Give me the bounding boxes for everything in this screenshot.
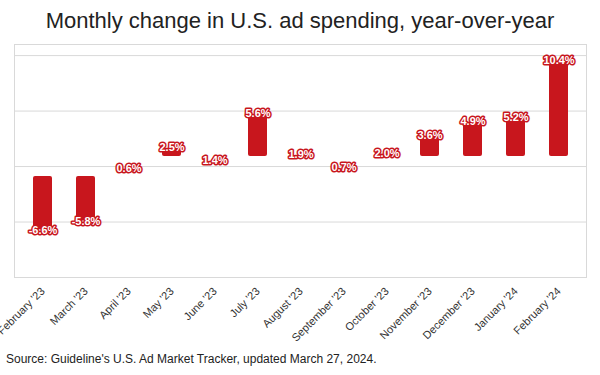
- svg-text:1.9%: 1.9%: [288, 148, 313, 160]
- svg-text:0.7%: 0.7%: [331, 161, 356, 173]
- svg-text:April '23: April '23: [97, 285, 133, 321]
- svg-text:September '23: September '23: [289, 285, 348, 344]
- svg-text:November '23: November '23: [377, 284, 434, 342]
- svg-text:May '23: May '23: [140, 285, 175, 320]
- svg-text:5.2%: 5.2%: [503, 111, 528, 123]
- svg-text:1.4%: 1.4%: [202, 154, 227, 166]
- svg-text:0.6%: 0.6%: [116, 162, 141, 174]
- svg-text:10.4%: 10.4%: [543, 54, 574, 66]
- svg-text:March '23: March '23: [48, 285, 90, 327]
- svg-text:October '23: October '23: [342, 284, 391, 334]
- svg-text:2.5%: 2.5%: [159, 141, 184, 153]
- svg-text:2.0%: 2.0%: [374, 147, 399, 159]
- svg-text:5.6%: 5.6%: [245, 107, 270, 119]
- svg-text:-6.6%: -6.6%: [29, 224, 58, 236]
- svg-text:July '23: July '23: [227, 285, 262, 320]
- svg-text:-5.8%: -5.8%: [72, 215, 101, 227]
- svg-text:December '23: December '23: [420, 285, 477, 342]
- svg-text:January '24: January '24: [471, 284, 520, 334]
- svg-text:August '23: August '23: [260, 285, 305, 330]
- svg-text:3.6%: 3.6%: [417, 129, 442, 141]
- svg-text:4.9%: 4.9%: [460, 115, 485, 127]
- svg-text:February '23: February '23: [0, 285, 47, 337]
- svg-text:February '24: February '24: [511, 285, 563, 337]
- html-text:Monthly change in U.S. ad spen: Monthly change in U.S. ad spending, year…: [45, 8, 555, 33]
- html-text:Source: Guideline's U.S. Ad Ma: Source: Guideline's U.S. Ad Market Track…: [6, 352, 377, 366]
- svg-text:June '23: June '23: [181, 285, 219, 323]
